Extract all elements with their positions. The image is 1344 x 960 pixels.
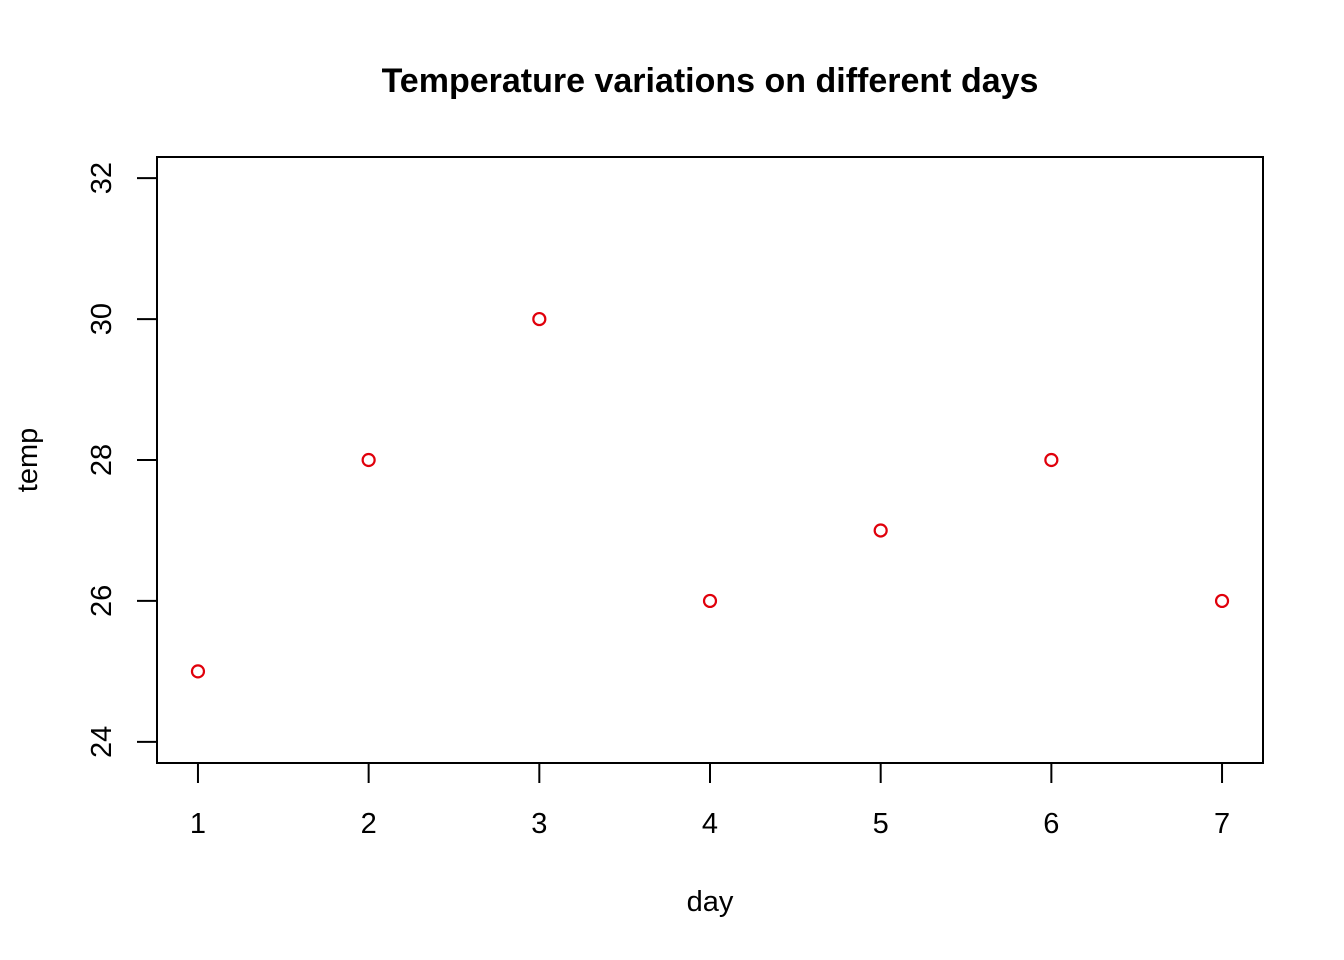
data-point bbox=[1214, 593, 1230, 609]
y-tick-label: 32 bbox=[86, 162, 118, 194]
x-axis-label: day bbox=[687, 886, 734, 918]
data-point bbox=[873, 523, 888, 538]
chart-title: Temperature variations on different days bbox=[382, 62, 1039, 100]
x-axis: 1 2 3 4 5 6 7 bbox=[190, 762, 1230, 840]
data-points bbox=[190, 311, 1230, 679]
data-point bbox=[361, 452, 376, 468]
x-tick-label: 1 bbox=[190, 808, 206, 840]
data-point bbox=[532, 311, 547, 327]
y-axis-label: temp bbox=[12, 428, 44, 492]
x-tick-label: 3 bbox=[531, 808, 547, 840]
data-point bbox=[702, 593, 718, 609]
data-point bbox=[1044, 452, 1059, 468]
data-point bbox=[190, 664, 206, 679]
x-tick-label: 6 bbox=[1043, 808, 1059, 840]
x-tick-label: 4 bbox=[702, 808, 718, 840]
y-tick-label: 30 bbox=[86, 303, 118, 335]
y-tick-label: 26 bbox=[86, 585, 118, 617]
y-tick-label: 28 bbox=[86, 444, 118, 476]
x-tick-label: 2 bbox=[361, 808, 377, 840]
x-tick-label: 7 bbox=[1214, 808, 1230, 840]
y-axis: 24 26 28 30 32 bbox=[86, 162, 158, 758]
plot-area-frame bbox=[156, 156, 1264, 764]
x-tick-label: 5 bbox=[873, 808, 889, 840]
y-tick-label: 24 bbox=[86, 726, 118, 758]
